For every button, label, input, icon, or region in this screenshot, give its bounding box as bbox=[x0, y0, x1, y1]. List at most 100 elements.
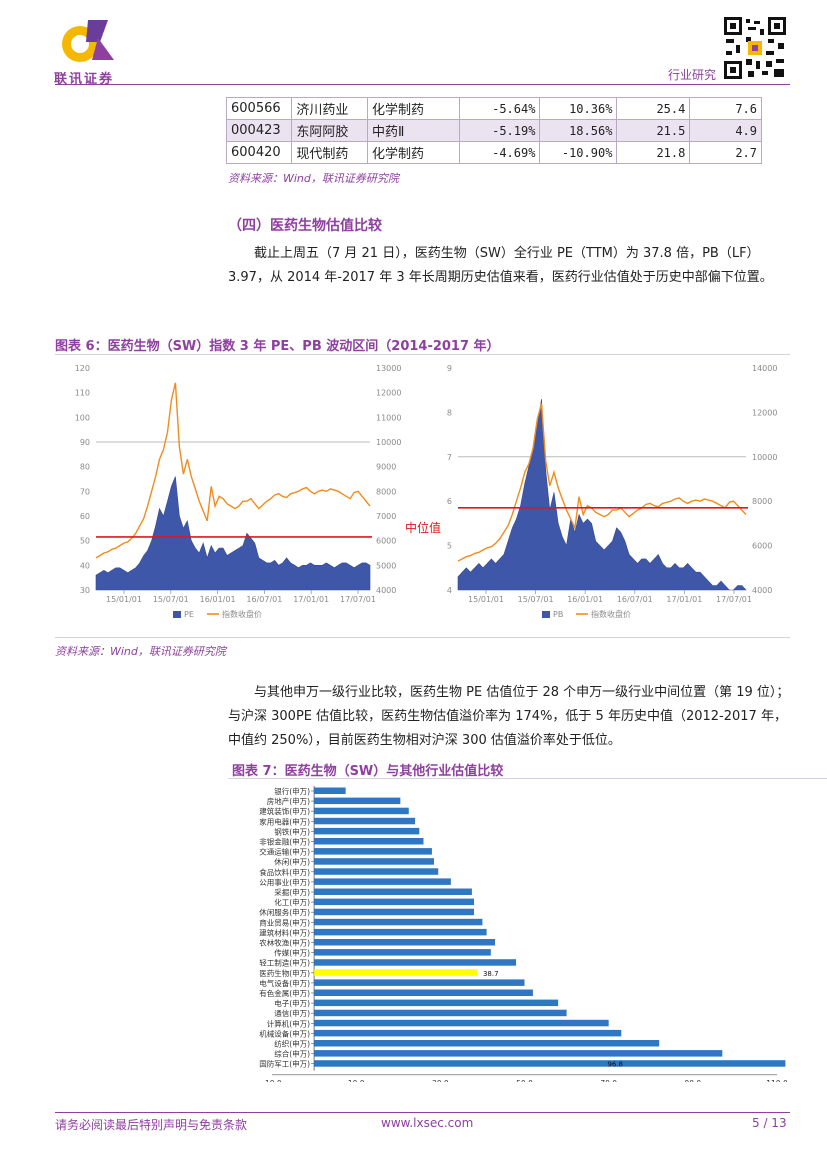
x-tick-label: 15/01/01 bbox=[106, 595, 142, 604]
y-right-tick-label: 9000 bbox=[376, 463, 396, 472]
stock-valuation-table: 600566 济川药业 化学制药 -5.64% 10.36% 25.4 7.6 000423 东… bbox=[225, 97, 762, 164]
bar bbox=[314, 888, 472, 895]
stock-pe: 21.5 bbox=[616, 119, 691, 142]
section-title: （四）医药生物估值比较 bbox=[228, 218, 382, 234]
x-tick-label: 17/07/01 bbox=[716, 595, 752, 604]
stock-pb: 4.9 bbox=[689, 119, 762, 142]
valuation-area-series bbox=[457, 399, 747, 591]
bar bbox=[314, 807, 409, 815]
company-name: 联讯证券 bbox=[54, 72, 115, 87]
pe-chart: 120 110 100 90 80 70 60 50 40 30 13000 12000 11000 10… bbox=[75, 364, 402, 619]
y-right-tick-label: 10000 bbox=[752, 453, 777, 462]
bar bbox=[314, 817, 416, 825]
stock-change-1: -4.69% bbox=[458, 141, 541, 164]
category-label: 轻工制造(申万) bbox=[259, 958, 310, 968]
stock-pb: 2.7 bbox=[689, 141, 762, 164]
stock-category: 中药Ⅱ bbox=[367, 119, 460, 142]
stock-pb: 7.6 bbox=[689, 97, 762, 120]
bar bbox=[314, 989, 533, 996]
y-left-tick-label: 30 bbox=[80, 586, 90, 595]
y-left-tick-label: 40 bbox=[80, 561, 90, 570]
y-right-tick-label: 12000 bbox=[752, 408, 777, 417]
table-row: 600420 现代制药 化学制药 -4.69% -10.90% 21.8 2.7 bbox=[225, 141, 762, 164]
bar bbox=[314, 1019, 609, 1027]
bar bbox=[314, 787, 346, 794]
y-right-tick-label: 6000 bbox=[752, 542, 772, 551]
bar bbox=[314, 959, 517, 966]
legend-label-index: 指数收盘价 bbox=[591, 609, 631, 619]
valuation-area-series bbox=[95, 476, 371, 591]
category-label: 采掘(申万) bbox=[274, 887, 310, 897]
y-left-tick-label: 4 bbox=[447, 586, 452, 595]
figure-7-top-rule bbox=[228, 778, 827, 779]
bar bbox=[314, 908, 474, 916]
category-label: 食品饮料(申万) bbox=[259, 867, 310, 877]
x-tick-label: -10.0 bbox=[262, 1079, 282, 1082]
category-label: 建筑材料(申万) bbox=[259, 927, 310, 937]
stock-code: 600566 bbox=[225, 97, 293, 120]
x-tick-label: 15/07/01 bbox=[518, 595, 554, 604]
x-tick-label: 16/07/01 bbox=[617, 595, 653, 604]
y-right-tick-label: 4000 bbox=[752, 586, 772, 595]
paragraph-valuation-text: 截止上周五（7 月 21 日），医药生物（SW）全行业 PE（TTM）为 37.… bbox=[228, 246, 773, 285]
qr-code-icon bbox=[722, 15, 788, 81]
category-label: 医药生物(申万) bbox=[259, 968, 310, 978]
x-tick-label: 50.0 bbox=[516, 1079, 533, 1082]
y-left-tick-label: 80 bbox=[80, 463, 90, 472]
table-source: 资料来源：Wind，联讯证券研究院 bbox=[228, 172, 399, 185]
stock-name: 东阿阿胶 bbox=[291, 119, 369, 142]
y-left-tick-label: 7 bbox=[447, 453, 452, 462]
y-left-tick-label: 5 bbox=[447, 542, 452, 551]
y-left-tick-label: 60 bbox=[80, 512, 90, 521]
x-tick-label: 70.0 bbox=[600, 1079, 617, 1082]
x-tick-label: 17/07/01 bbox=[340, 595, 376, 604]
y-right-tick-label: 5000 bbox=[376, 561, 396, 570]
category-label: 计算机(申万) bbox=[267, 1018, 310, 1028]
category-label: 综合(申万) bbox=[274, 1049, 310, 1059]
bar bbox=[314, 1009, 567, 1017]
category-label: 有色金属(申万) bbox=[259, 988, 310, 998]
stock-change-1: -5.19% bbox=[458, 119, 541, 142]
legend-label-valuation: PE bbox=[184, 610, 194, 619]
x-tick-label: 15/01/01 bbox=[468, 595, 504, 604]
pb-chart: 9 8 7 6 5 4 14000 12000 10000 8000 6000 4000 15/01/0… bbox=[447, 364, 778, 619]
paragraph-comparison-text: 与其他申万一级行业比较，医药生物 PE 估值位于 28 个申万一级行业中间位置（… bbox=[228, 685, 790, 748]
category-label: 通信(申万) bbox=[274, 1008, 310, 1018]
data-label: 38.7 bbox=[483, 970, 499, 978]
x-tick-label: 17/01/01 bbox=[293, 595, 329, 604]
legend-label-index: 指数收盘价 bbox=[222, 609, 262, 619]
y-right-tick-label: 10000 bbox=[376, 438, 401, 447]
category-label: 传媒(申万) bbox=[274, 948, 310, 958]
median-label: 中位值 bbox=[405, 521, 442, 535]
y-left-tick-label: 90 bbox=[80, 438, 90, 447]
bar bbox=[314, 838, 424, 845]
y-left-tick-label: 100 bbox=[75, 413, 90, 422]
x-tick-label: 15/07/01 bbox=[153, 595, 189, 604]
category-label: 公用事业(申万) bbox=[259, 877, 310, 887]
index-price-line bbox=[457, 403, 747, 562]
x-tick-label: 16/01/01 bbox=[200, 595, 236, 604]
y-right-tick-label: 14000 bbox=[752, 364, 777, 373]
paragraph-valuation: 截止上周五（7 月 21 日），医药生物（SW）全行业 PE（TTM）为 37.… bbox=[228, 242, 790, 290]
category-label: 电气设备(申万) bbox=[259, 978, 310, 988]
stock-name: 济川药业 bbox=[291, 97, 369, 120]
bar bbox=[314, 969, 477, 976]
footer-url[interactable]: www.lxsec.com bbox=[381, 1116, 474, 1130]
figure-6-source: 资料来源：Wind，联讯证券研究院 bbox=[55, 645, 226, 658]
bar bbox=[314, 1060, 786, 1067]
paragraph-comparison: 与其他申万一级行业比较，医药生物 PE 估值位于 28 个申万一级行业中间位置（… bbox=[228, 681, 790, 753]
category-label: 休闲服务(申万) bbox=[259, 907, 310, 917]
category-label: 电子(申万) bbox=[274, 998, 310, 1008]
stock-code: 000423 bbox=[225, 119, 293, 142]
bar bbox=[314, 918, 483, 926]
category-label: 钢铁(申万) bbox=[274, 826, 310, 836]
figure-6-title: 图表 6：医药生物（SW）指数 3 年 PE、PB 波动区间（2014-2017… bbox=[55, 339, 500, 354]
x-tick-label: 90.0 bbox=[684, 1079, 701, 1082]
bar bbox=[314, 858, 435, 865]
category-label: 建筑装饰(申万) bbox=[259, 806, 310, 816]
bar bbox=[314, 949, 491, 956]
category-label: 国防军工(申万) bbox=[259, 1059, 310, 1069]
y-left-tick-label: 50 bbox=[80, 537, 90, 546]
y-right-tick-label: 8000 bbox=[376, 487, 396, 496]
stock-change-1: -5.64% bbox=[458, 97, 541, 120]
